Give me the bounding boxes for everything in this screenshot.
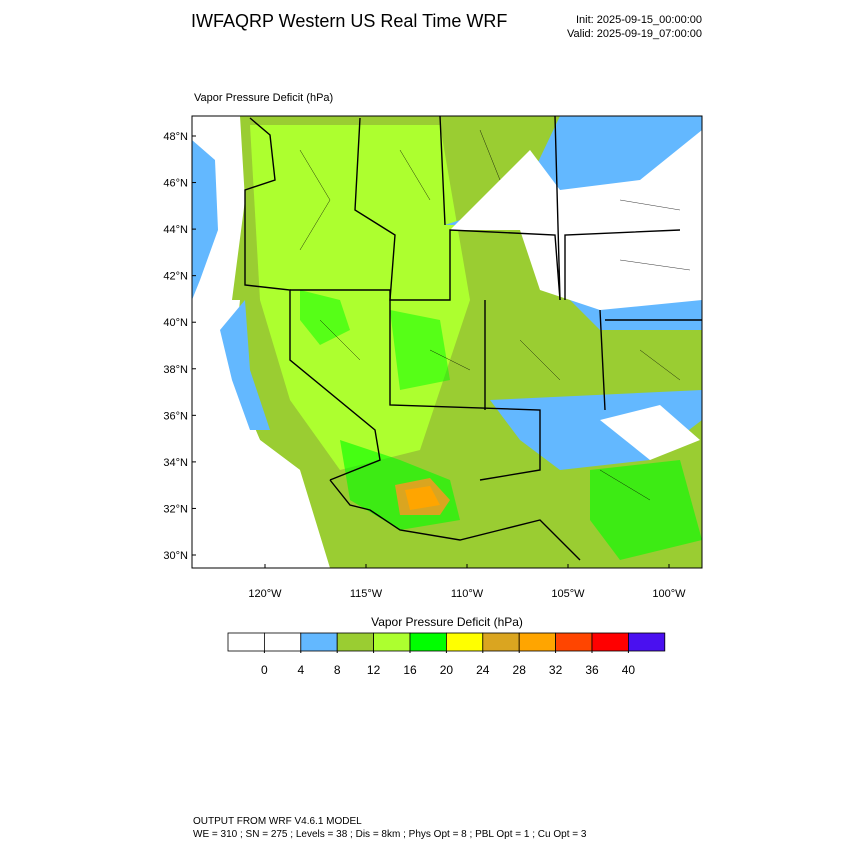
colorbar-box — [591, 632, 629, 652]
lat-tick-label: 42°N — [163, 271, 188, 283]
colorbar: 0 4 8 12 16 20 24 28 32 36 40 — [227, 632, 666, 677]
lat-tick-label: 40°N — [163, 317, 188, 329]
lon-tick-label: 100°W — [652, 588, 686, 600]
lon-tick-label: 115°W — [350, 588, 383, 600]
lon-tick-label: 120°W — [248, 588, 282, 600]
lat-tick-label: 38°N — [163, 364, 188, 376]
footer-line: OUTPUT FROM WRF V4.6.1 MODEL — [193, 816, 362, 827]
lat-tick-label: 30°N — [163, 550, 188, 562]
colorbar-box — [300, 632, 338, 652]
colorbar-box — [518, 632, 557, 652]
lat-tick-label: 32°N — [163, 503, 188, 515]
colorbar-box — [263, 632, 302, 652]
colorbar-tick-label: 28 — [513, 663, 527, 677]
colorbar-box — [445, 632, 484, 652]
lon-tick-label: 110°W — [451, 588, 484, 600]
lat-tick-label: 48°N — [163, 131, 188, 143]
lon-tick-label: 105°W — [551, 588, 585, 600]
lat-tick-label: 36°N — [163, 410, 188, 422]
init-time: Init: 2025-09-15_00:00:00 — [576, 14, 702, 26]
colorbar-tick-label: 36 — [585, 663, 599, 677]
colorbar-tick-label: 8 — [334, 663, 341, 677]
colorbar-box — [373, 632, 411, 652]
colorbar-tick-label: 0 — [261, 663, 268, 677]
colorbar-tick-label: 4 — [297, 663, 304, 677]
colorbar-box — [336, 632, 375, 652]
colorbar-tick-label: 20 — [440, 663, 454, 677]
colorbar-tick-label: 40 — [622, 663, 636, 677]
map — [191, 115, 703, 569]
lat-tick-label: 44°N — [163, 224, 188, 236]
colorbar-box — [227, 632, 265, 652]
lat-tick-label: 46°N — [163, 178, 188, 190]
map-label: Vapor Pressure Deficit (hPa) — [194, 92, 333, 104]
title: IWFAQRP Western US Real Time WRF — [191, 11, 507, 31]
colorbar-box — [555, 632, 593, 652]
colorbar-tick-label: 24 — [476, 663, 490, 677]
footer-line: WE = 310 ; SN = 275 ; Levels = 38 ; Dis … — [193, 829, 587, 840]
colorbar-box — [482, 632, 520, 652]
colorbar-box — [409, 632, 447, 652]
colorbar-box — [628, 632, 666, 652]
colorbar-tick-label: 12 — [367, 663, 381, 677]
valid-time: Valid: 2025-09-19_07:00:00 — [567, 28, 702, 40]
lat-tick-label: 34°N — [163, 457, 188, 469]
colorbar-tick-label: 16 — [403, 663, 417, 677]
colorbar-title: Vapor Pressure Deficit (hPa) — [371, 615, 523, 629]
colorbar-tick-label: 32 — [549, 663, 563, 677]
